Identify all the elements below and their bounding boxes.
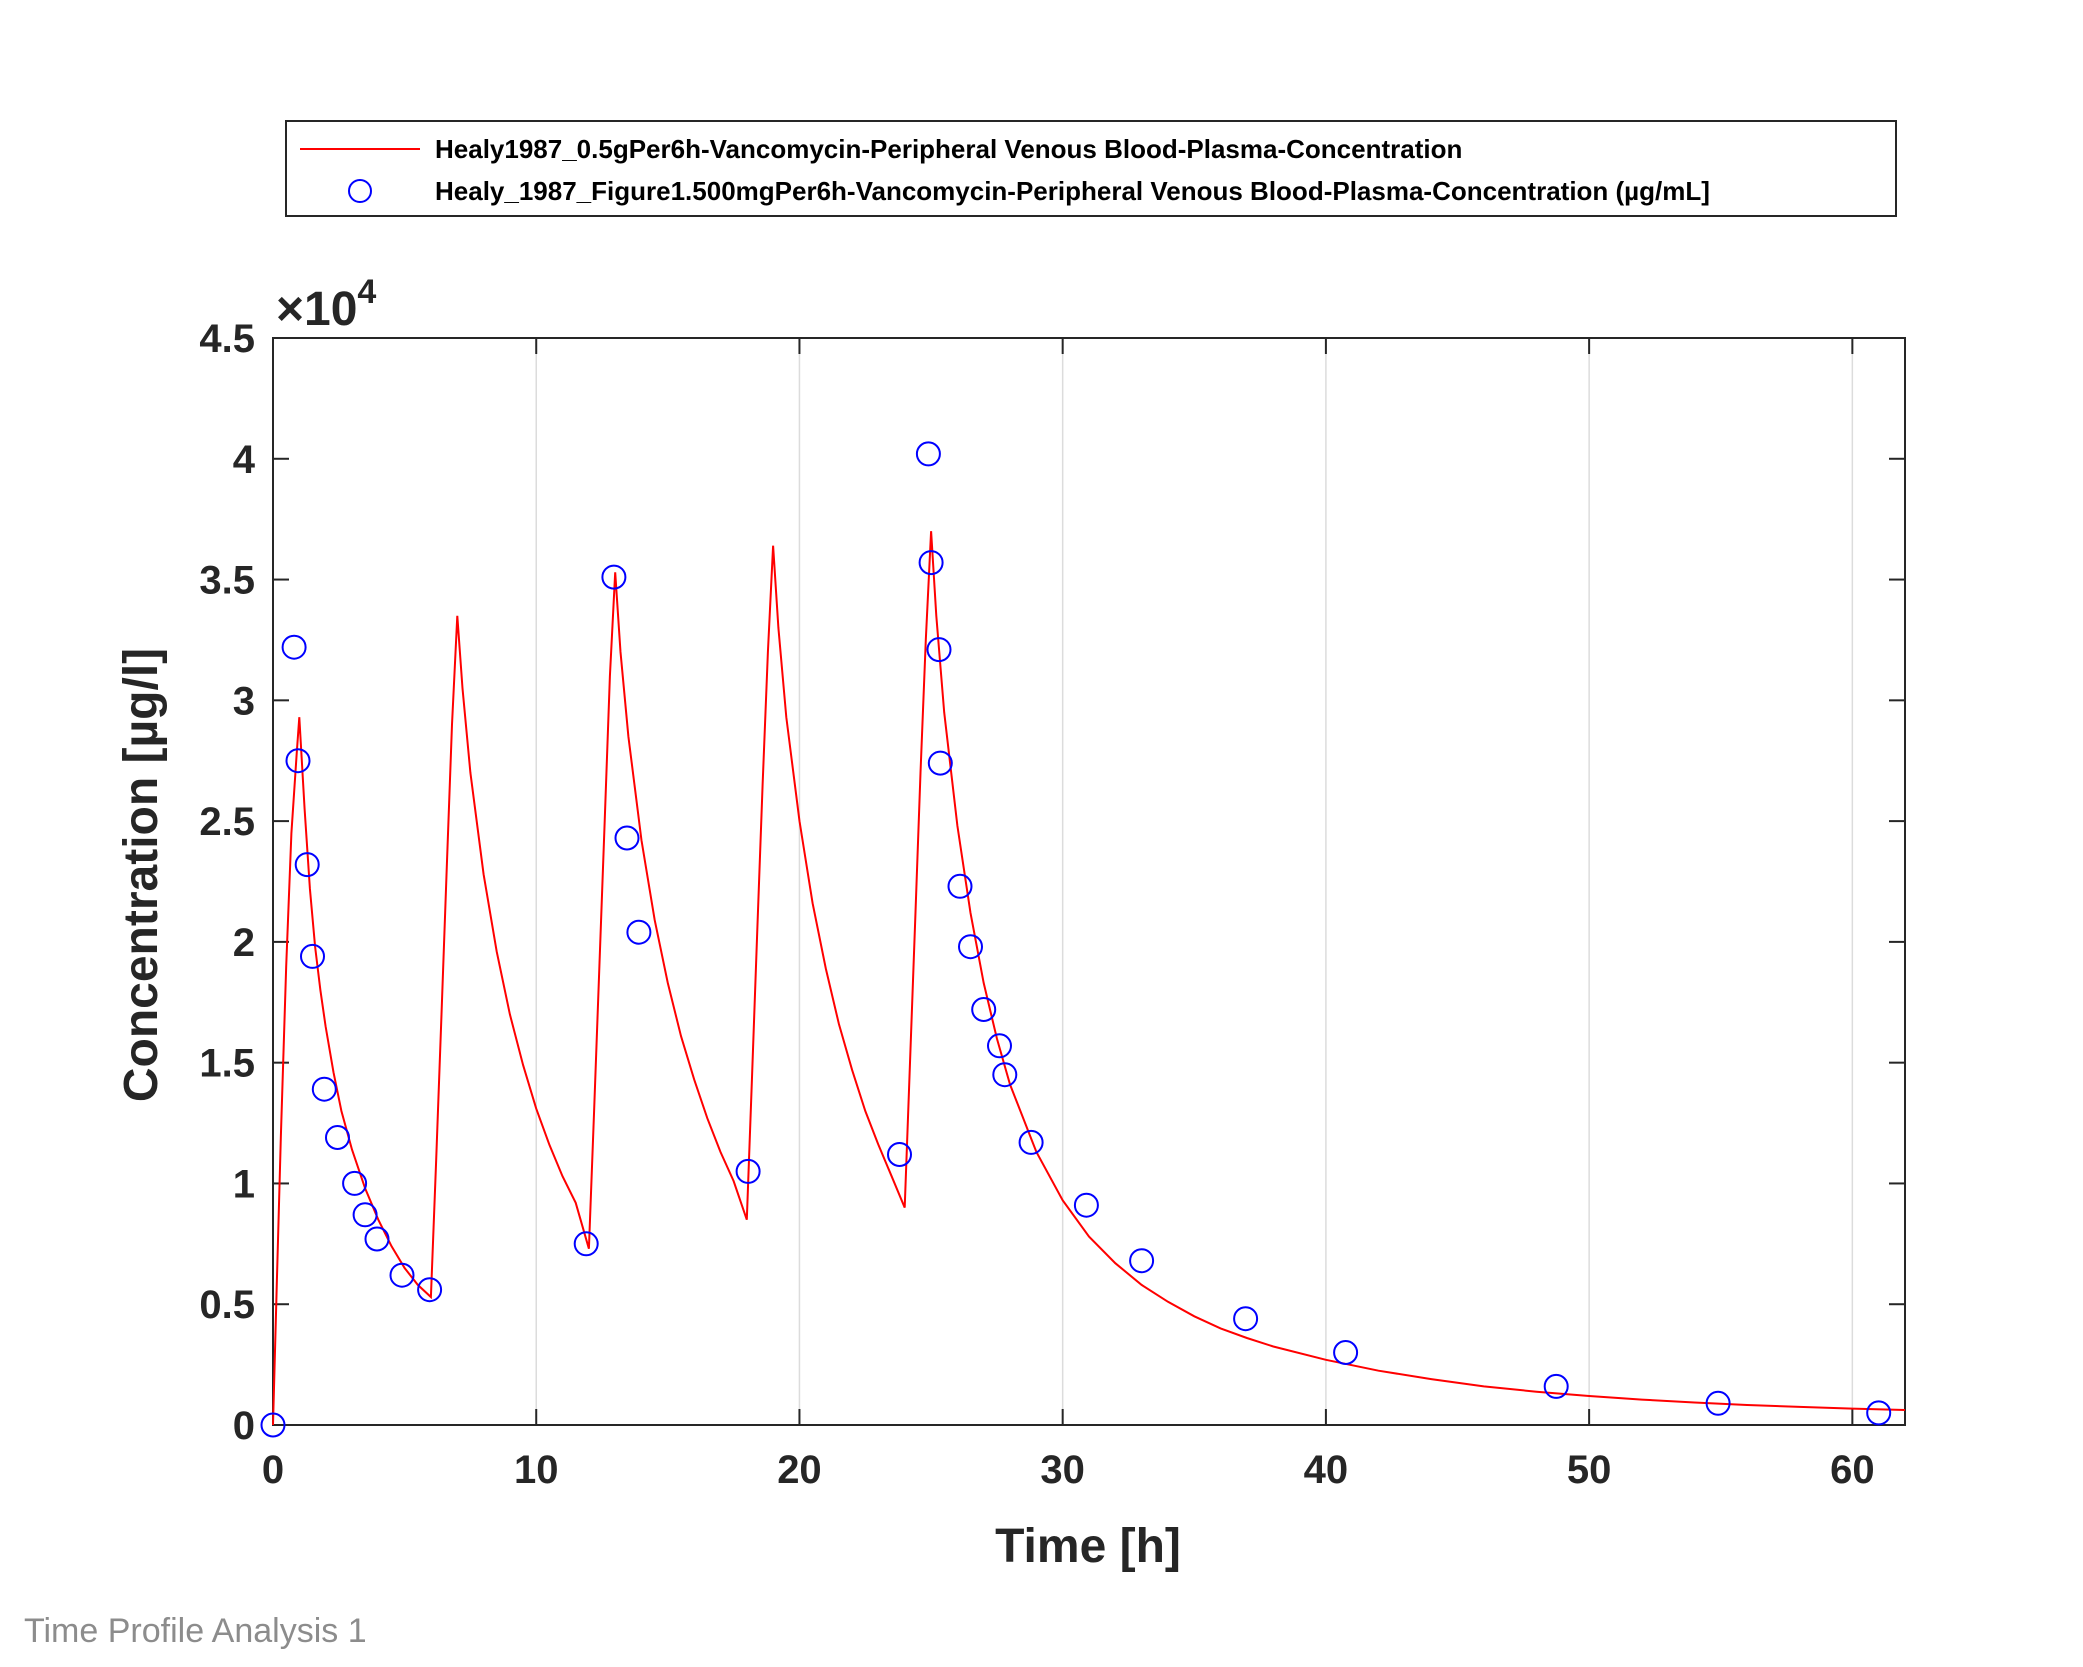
observed-point [992,1062,1018,1088]
observed-point [1333,1340,1359,1365]
x-axis-label: Time [h] [995,1520,1181,1573]
observed-point [285,748,311,774]
observed-point [947,873,973,899]
series-simulation-line [272,531,1906,1426]
legend-entry-observed: Healy_1987_Figure1.500mgPer6h-Vancomycin… [435,176,1710,206]
y-tick-label: 1.5 [199,1042,255,1086]
observed-point [1233,1306,1259,1332]
x-tick-label: 50 [1567,1448,1612,1492]
observed-point [300,943,325,969]
observed-point [1705,1390,1731,1416]
observed-point [294,852,320,878]
observed-point [601,564,627,590]
axis-ticks [272,337,1905,1426]
observed-point [1073,1192,1099,1218]
observed-point [311,1076,337,1102]
observed-point [926,637,952,663]
observed-point [958,934,983,960]
y-axis-exponent: ×104 [276,273,376,336]
y-tick-label: 0.5 [199,1283,255,1327]
y-tick-label: 3 [233,679,255,723]
legend-box [285,120,1897,217]
observed-point [342,1170,368,1196]
observed-point [971,997,997,1022]
observed-point [918,550,944,576]
observed-point [281,634,307,660]
observed-point [735,1158,761,1184]
observed-point [325,1125,350,1150]
series-observed-markers [260,441,1892,1438]
x-tick-label: 20 [777,1448,822,1492]
y-axis-label: Concentration [µg/l] [115,648,168,1102]
observed-point [915,441,941,467]
y-tick-label: 4 [233,438,256,482]
figure-footer: Time Profile Analysis 1 [24,1612,367,1650]
observed-point [364,1226,390,1252]
observed-point [389,1262,415,1288]
observed-point [1543,1373,1569,1399]
legend-observed-swatch [348,179,372,203]
legend: Healy1987_0.5gPer6h-Vancomycin-Periphera… [285,120,1897,217]
y-tick-label: 0 [233,1404,255,1448]
observed-point [1018,1129,1044,1155]
observed-point [626,919,652,945]
plot-area [272,337,1906,1426]
y-tick-label: 2.5 [199,800,255,844]
x-tick-label: 60 [1830,1448,1875,1492]
observed-point [1866,1400,1892,1426]
observed-point [987,1033,1012,1059]
observed-point [352,1202,378,1228]
y-tick-label: 1 [233,1162,255,1206]
observed-point [573,1231,599,1257]
x-tick-label: 10 [514,1448,559,1492]
grid-lines [535,338,1854,1425]
y-tick-label: 3.5 [199,559,255,603]
y-tick-labels: 0 0.5 1 1.5 2 2.5 3 3.5 4 4.5 [199,317,255,1448]
x-tick-label: 30 [1040,1448,1085,1492]
y-tick-label: 2 [233,921,255,965]
x-tick-label: 0 [262,1448,284,1492]
observed-point [260,1412,286,1438]
legend-entry-simulation: Healy1987_0.5gPer6h-Vancomycin-Periphera… [435,134,1462,164]
x-tick-labels: 0 10 20 30 40 50 60 [262,1448,1875,1492]
x-tick-label: 40 [1304,1448,1349,1492]
observed-point [417,1277,443,1303]
y-tick-label: 4.5 [199,317,255,361]
observed-point [927,750,953,776]
observed-point [887,1142,912,1167]
observed-point [614,825,640,851]
observed-point [1129,1248,1155,1274]
